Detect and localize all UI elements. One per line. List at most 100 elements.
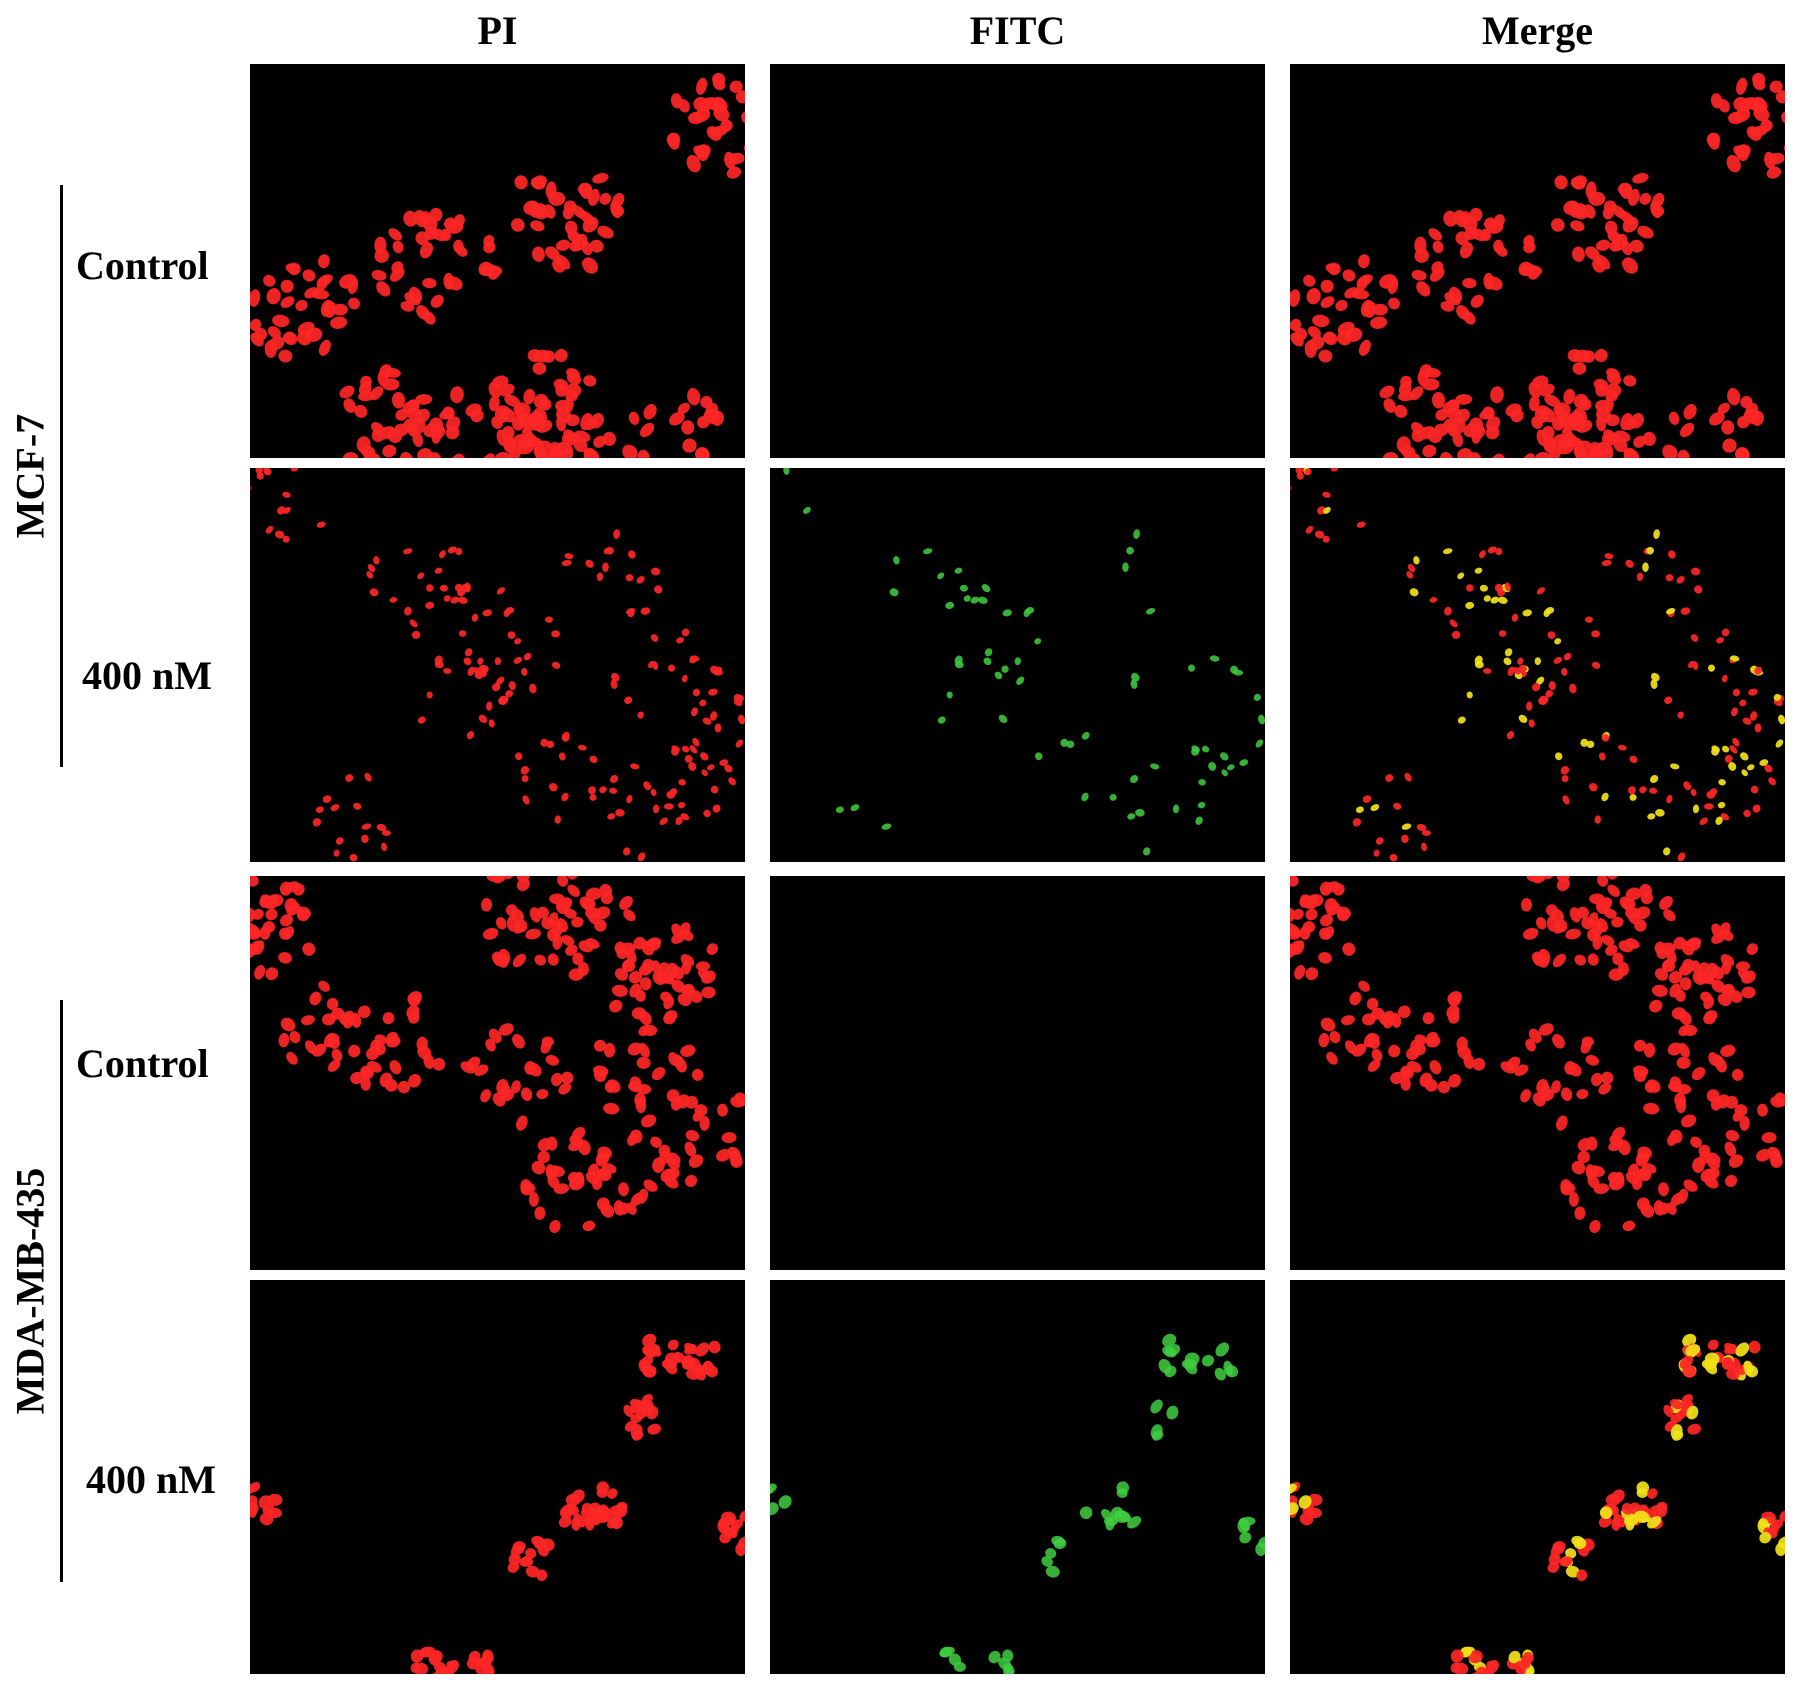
cell-nucleus [1674,1092,1687,1108]
cell-nucleus [1239,759,1249,766]
cell-nucleus [450,386,464,404]
cell-nucleus [1650,774,1659,784]
cell-nucleus [614,968,629,981]
cell-nucleus [1752,96,1766,110]
cell-nucleus [441,228,451,241]
cell-nucleus [474,1064,489,1076]
cell-nucleus [410,1662,421,1673]
cell-nucleus [1636,572,1644,582]
cell-nucleus [666,791,676,799]
cell-nucleus [1554,752,1563,761]
micrograph-mcf7-control-pi [250,64,745,458]
cell-nucleus [1320,296,1335,308]
cell-nucleus [382,444,397,458]
cell-nucleus [1449,619,1458,628]
cell-nucleus [250,940,262,956]
cell-nucleus [1041,1556,1053,1567]
cell-nucleus [1742,717,1752,725]
cell-nucleus [1611,205,1627,219]
cell-nucleus [350,1012,362,1028]
cell-nucleus [450,596,460,604]
cell-nucleus [464,582,471,592]
cell-nucleus [1622,898,1636,911]
cell-nucleus [1358,339,1371,356]
cell-nucleus [1309,336,1325,351]
cell-nucleus [1066,740,1075,749]
cell-nucleus [547,953,559,966]
cell-nucleus [1565,1548,1577,1559]
cell-nucleus [528,1192,539,1207]
cell-nucleus [1004,1663,1015,1674]
cell-nucleus [1413,556,1420,565]
cell-nucleus [358,381,372,396]
cell-nucleus [1421,842,1427,852]
cell-nucleus [482,453,496,458]
cell-nucleus [499,696,509,706]
cell-nucleus [1014,657,1022,666]
cell-nucleus [1404,772,1412,782]
cell-nucleus [1698,962,1711,975]
cell-nucleus [1458,211,1471,225]
cell-nucleus [671,745,680,753]
cell-nucleus [1515,1660,1527,1674]
cell-nucleus [424,226,439,240]
cell-nucleus [491,416,503,430]
cell-nucleus [1295,468,1303,474]
cell-nucleus [330,804,340,812]
cell-nucleus [803,506,811,514]
cell-nucleus [1528,719,1535,728]
cell-nucleus [643,1179,658,1192]
cell-nucleus [1531,416,1543,430]
cell-nucleus [1525,1038,1536,1052]
cell-nucleus [1611,1489,1625,1504]
cell-nucleus [1130,672,1140,682]
cell-nucleus [1390,1012,1402,1028]
cell-nucleus [529,417,545,432]
cell-nucleus [1290,318,1302,332]
cell-nucleus [1707,133,1720,150]
cell-nucleus [488,381,502,398]
cell-nucleus [568,1177,585,1191]
cell-nucleus [1576,1089,1589,1100]
cell-nucleus [1647,1488,1658,1499]
row-label-mdamb435-control: Control [76,1041,209,1086]
group-label-mcf7: MCF-7 [7,413,53,539]
cell-nucleus [411,417,426,434]
cell-nucleus [549,1219,561,1234]
cell-nucleus [1421,378,1440,391]
cell-nucleus [1329,1031,1341,1044]
cell-nucleus [1618,182,1633,196]
cell-nucleus [1143,847,1151,856]
cell-nucleus [610,201,622,219]
cell-nucleus [533,393,549,409]
cell-nucleus [510,218,525,232]
cell-nucleus [1208,762,1217,771]
cell-nucleus [389,1060,402,1075]
cell-nucleus [1711,979,1726,993]
cell-nucleus [596,572,604,582]
cell-nucleus [1023,608,1031,618]
cell-nucleus [687,387,701,406]
cell-nucleus [1773,693,1781,701]
cell-nucleus [1305,967,1319,981]
cell-nucleus [345,774,354,782]
cell-nucleus [530,220,545,232]
column-header-fitc: FITC [969,8,1066,53]
cell-nucleus [280,279,294,293]
cell-nucleus [634,1092,647,1108]
cell-nucleus [1574,1206,1586,1220]
cell-nucleus [661,1358,677,1370]
cell-nucleus [1483,595,1491,602]
cell-nucleus [1727,387,1741,406]
cell-nucleus [1255,739,1264,748]
cell-nucleus [636,1056,651,1070]
cell-nucleus [265,525,274,534]
cell-nucleus [659,817,668,826]
cell-nucleus [1649,787,1658,794]
cell-nucleus [551,921,564,937]
cell-nucleus [1450,1649,1464,1663]
cell-nucleus [770,1502,779,1516]
cell-nucleus [564,553,574,560]
cell-nucleus [400,301,415,312]
cell-nucleus [678,779,686,786]
